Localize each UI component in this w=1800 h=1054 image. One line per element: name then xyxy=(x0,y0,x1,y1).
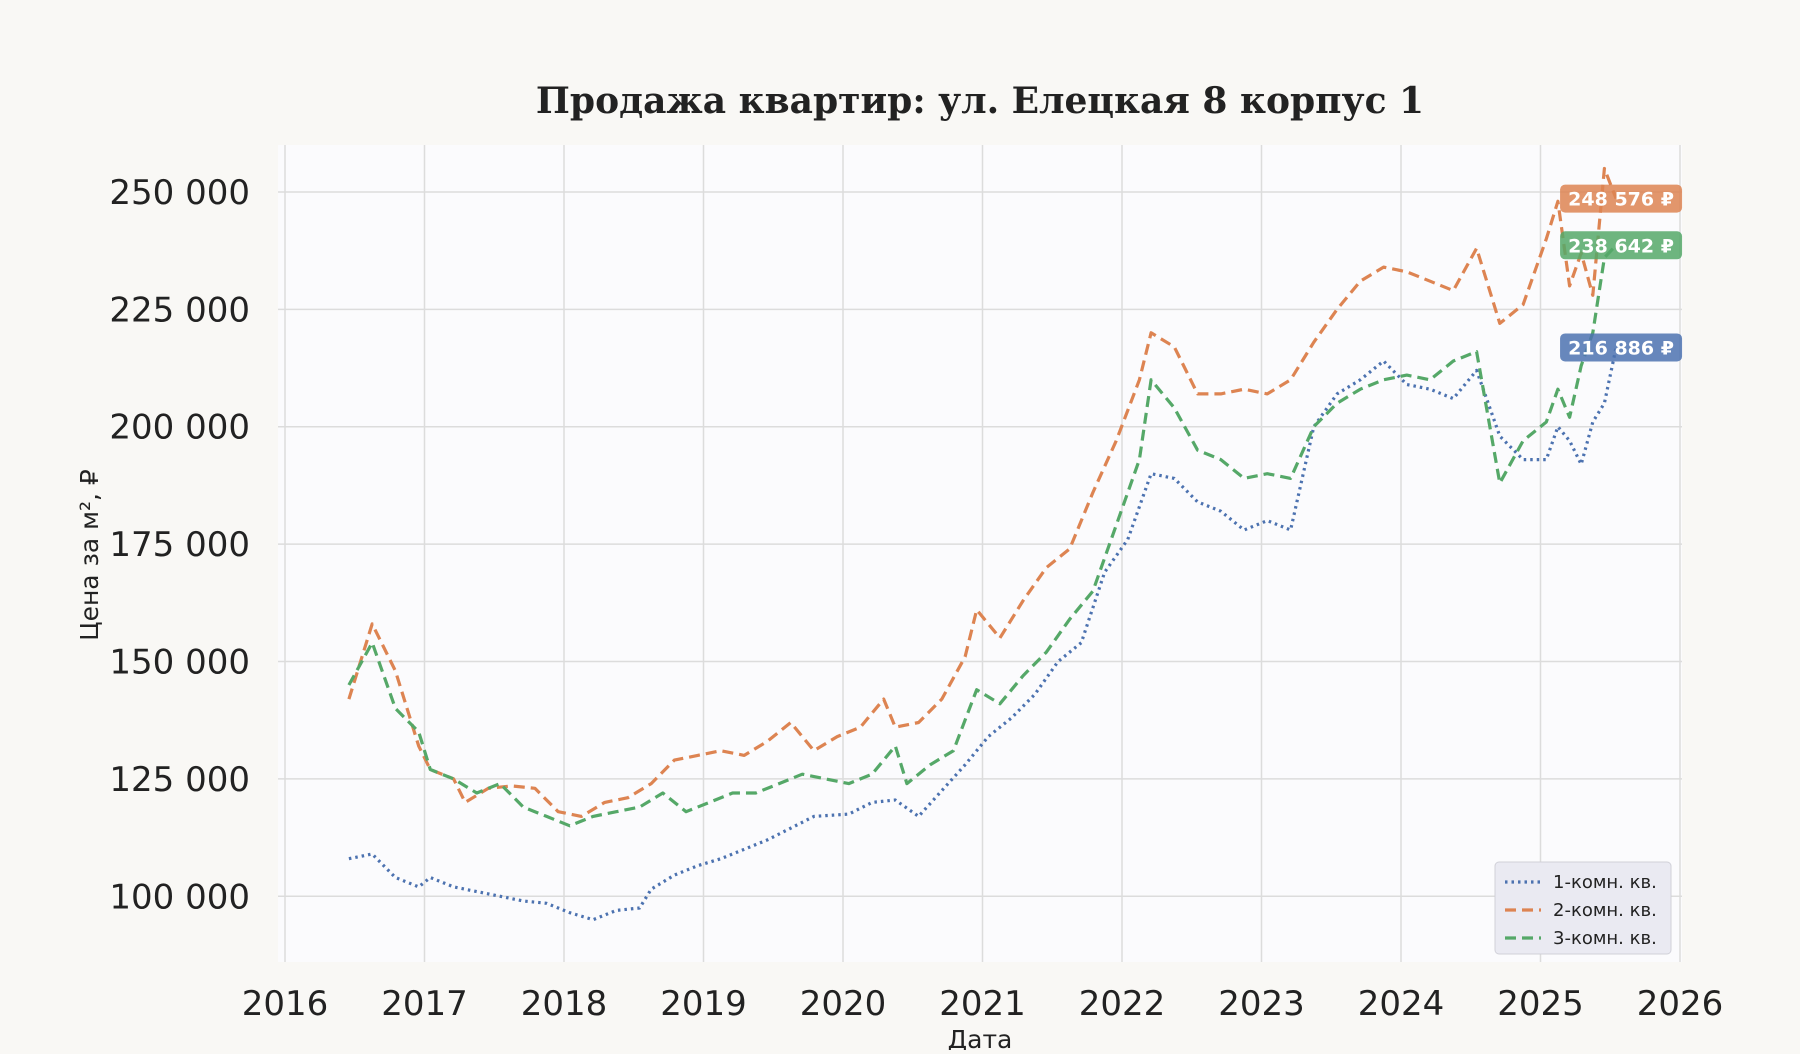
x-tick-label: 2026 xyxy=(1637,984,1724,1024)
legend: 1-комн. кв. 2-комн. кв. 3-комн. кв. xyxy=(1494,861,1672,955)
series-line-2 xyxy=(347,166,1618,819)
x-tick-label: 2021 xyxy=(939,984,1026,1024)
badge-background xyxy=(1560,184,1683,213)
last-value-badges: 216 886 ₽ 248 576 ₽ 238 642 ₽ xyxy=(1560,184,1683,362)
badge-label: 248 576 ₽ xyxy=(1568,189,1674,211)
legend-label: 1-комн. кв. xyxy=(1553,872,1657,893)
legend-item-2: 2-комн. кв. xyxy=(1505,900,1657,921)
y-tick-label: 200 000 xyxy=(109,408,250,448)
series-line-1 xyxy=(348,347,1618,922)
legend-item-1: 1-комн. кв. xyxy=(1505,872,1657,893)
badge-background xyxy=(1560,333,1683,362)
badge-label: 238 642 ₽ xyxy=(1568,235,1674,257)
grid-lines xyxy=(278,145,1682,962)
y-tick-label: 150 000 xyxy=(109,642,250,682)
series-line-3 xyxy=(347,244,1618,828)
legend-item-3: 3-комн. кв. xyxy=(1505,928,1657,949)
y-tick-label: 100 000 xyxy=(109,877,250,917)
badge-background xyxy=(1560,231,1683,260)
plot-area xyxy=(278,145,1682,962)
y-axis-label: Цена за м², ₽ xyxy=(75,469,104,641)
legend-label: 3-комн. кв. xyxy=(1553,928,1657,949)
legend-box xyxy=(1494,861,1672,955)
series-lines xyxy=(347,166,1618,922)
x-tick-label: 2024 xyxy=(1358,984,1445,1024)
x-tick-label: 2018 xyxy=(521,984,608,1024)
y-tick-label: 175 000 xyxy=(109,525,250,565)
x-tick-label: 2016 xyxy=(242,984,329,1024)
x-tick-label: 2025 xyxy=(1497,984,1584,1024)
x-tick-label: 2022 xyxy=(1079,984,1166,1024)
x-tick-label: 2020 xyxy=(800,984,887,1024)
y-tick-label: 225 000 xyxy=(109,290,250,330)
y-tick-labels: 100 000 125 000 150 000 175 000 200 000 225 0… xyxy=(109,173,250,917)
badge-label: 216 886 ₽ xyxy=(1568,337,1674,359)
chart-title: Продажа квартир: ул. Елецкая 8 корпус 1 xyxy=(536,80,1424,122)
y-tick-label: 125 000 xyxy=(109,760,250,800)
x-axis-label: Дата xyxy=(948,1025,1013,1050)
x-tick-label: 2023 xyxy=(1218,984,1305,1024)
x-tick-labels: 2016 2017 2018 2019 2020 2021 2022 2023 2024 2025… xyxy=(242,984,1724,1024)
legend-label: 2-комн. кв. xyxy=(1553,900,1657,921)
last-value-badge-2: 248 576 ₽ xyxy=(1560,184,1683,213)
y-tick-label: 250 000 xyxy=(109,173,250,213)
last-value-badge-3: 238 642 ₽ xyxy=(1560,231,1683,260)
x-tick-label: 2017 xyxy=(381,984,468,1024)
x-tick-label: 2019 xyxy=(660,984,747,1024)
last-value-badge-1: 216 886 ₽ xyxy=(1560,333,1683,362)
